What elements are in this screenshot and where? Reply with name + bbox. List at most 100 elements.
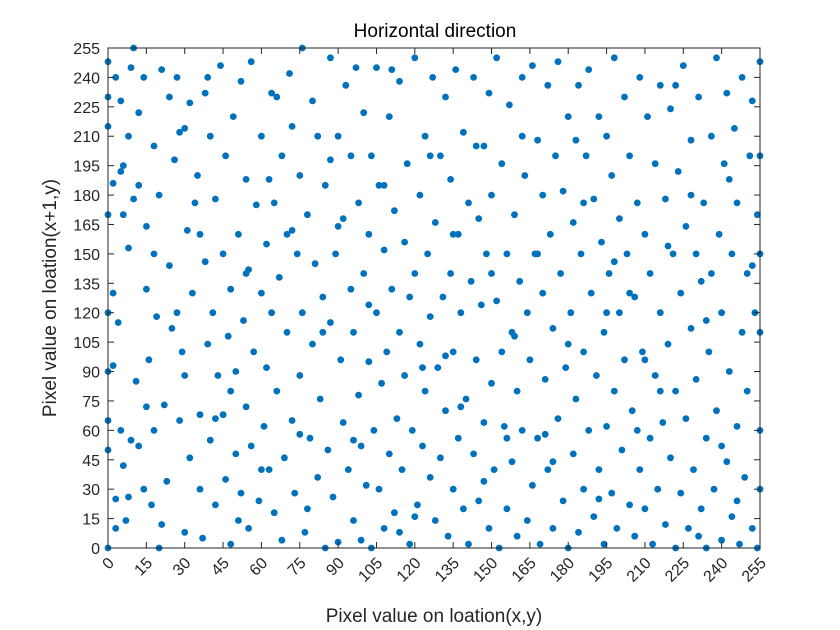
data-point — [380, 181, 388, 189]
data-point — [687, 136, 695, 144]
data-point — [171, 156, 178, 164]
y-tick-label: 195 — [73, 159, 100, 176]
data-point — [725, 368, 733, 375]
data-point — [603, 309, 610, 317]
data-point — [401, 238, 408, 246]
data-point — [127, 436, 135, 444]
data-point — [263, 364, 270, 371]
data-point — [723, 458, 731, 466]
data-point — [472, 356, 480, 364]
data-point — [365, 301, 373, 309]
data-point — [442, 93, 449, 101]
data-point — [301, 528, 309, 536]
data-point — [511, 332, 518, 340]
data-point — [398, 466, 406, 473]
data-point — [119, 462, 127, 469]
data-point — [242, 270, 250, 277]
data-point — [577, 250, 585, 258]
data-point — [260, 423, 268, 430]
data-point — [229, 113, 237, 120]
data-point — [580, 199, 587, 207]
data-point — [692, 250, 700, 258]
data-point — [697, 277, 705, 285]
data-point — [117, 97, 125, 105]
data-point — [163, 477, 171, 485]
data-point — [639, 348, 646, 356]
data-point — [513, 387, 521, 395]
data-point — [664, 340, 672, 348]
data-point — [649, 540, 656, 548]
x-axis-label: Pixel value on loation(x,y) — [326, 606, 543, 627]
data-point — [465, 199, 472, 207]
data-point — [710, 485, 718, 493]
data-point — [513, 532, 521, 540]
data-point — [419, 442, 426, 450]
data-point — [541, 376, 549, 383]
data-point — [470, 74, 477, 81]
data-point — [411, 54, 419, 62]
y-tick-label: 210 — [73, 129, 100, 146]
data-point — [718, 536, 725, 544]
data-point — [426, 313, 434, 320]
data-point — [396, 77, 403, 85]
data-point — [437, 454, 444, 462]
data-point — [544, 466, 552, 473]
data-point — [503, 250, 511, 258]
y-tick-label: 15 — [82, 512, 100, 529]
data-point — [365, 230, 373, 238]
data-point — [457, 309, 465, 317]
data-point — [319, 293, 327, 301]
y-tick-label: 105 — [73, 335, 100, 352]
data-point — [702, 317, 710, 324]
data-point — [672, 387, 679, 395]
data-point — [329, 493, 337, 501]
data-point — [135, 109, 143, 117]
data-point — [201, 89, 209, 97]
data-point — [286, 70, 293, 77]
x-tick-label: 30 — [170, 555, 195, 580]
data-point — [526, 356, 534, 364]
data-point — [414, 501, 421, 509]
data-point — [610, 258, 618, 266]
data-point — [687, 191, 695, 199]
data-point — [467, 277, 475, 285]
data-point — [339, 419, 347, 426]
data-point — [720, 160, 728, 168]
data-point — [321, 181, 329, 189]
data-point — [250, 348, 258, 356]
data-point — [237, 489, 245, 497]
data-point — [523, 517, 531, 524]
data-point — [718, 309, 725, 317]
data-point — [741, 474, 749, 481]
data-point — [196, 411, 204, 419]
data-point — [472, 142, 480, 150]
data-point — [332, 250, 339, 258]
data-point — [713, 54, 720, 62]
data-point — [270, 509, 278, 517]
data-point — [426, 152, 434, 160]
data-point — [590, 195, 598, 203]
data-point — [449, 485, 457, 493]
data-point — [557, 270, 564, 277]
data-point — [194, 172, 201, 179]
data-point — [529, 481, 536, 489]
data-point — [396, 528, 403, 536]
data-point — [439, 293, 447, 301]
data-point — [708, 132, 715, 140]
data-point — [485, 89, 493, 97]
data-point — [585, 66, 593, 73]
data-point — [112, 495, 120, 503]
data-point — [258, 466, 265, 473]
data-point — [626, 152, 633, 160]
chart-title: Horizontal direction — [354, 21, 517, 42]
data-point — [173, 309, 181, 317]
data-point — [695, 532, 702, 540]
data-point — [314, 132, 322, 140]
data-point — [559, 187, 567, 195]
data-point — [554, 58, 562, 66]
data-point — [631, 532, 639, 540]
data-point — [582, 152, 590, 160]
data-point — [480, 477, 488, 485]
y-axis-ticks: 0 15 30 45 60 75 90 105 120 135 150 165 180 195 210 225… — [73, 41, 760, 558]
